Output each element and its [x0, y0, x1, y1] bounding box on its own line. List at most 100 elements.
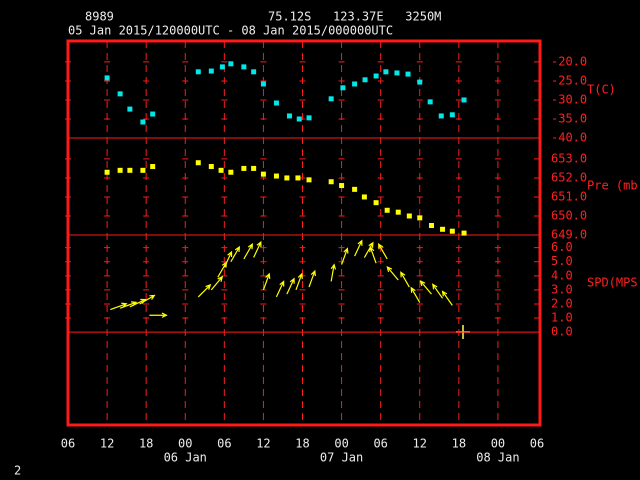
data-point	[241, 64, 247, 70]
data-point	[373, 73, 379, 79]
y-tick-label: 3.0	[551, 282, 573, 296]
data-point	[260, 171, 266, 177]
y-tick-label: 1.0	[551, 311, 573, 325]
wind-arrow	[243, 243, 254, 260]
data-point	[438, 113, 444, 119]
data-point	[260, 81, 266, 87]
y-tick-label: -40.0	[551, 131, 587, 145]
data-point	[306, 177, 312, 183]
wind-arrow	[262, 272, 271, 291]
wind-arrow	[341, 247, 349, 265]
data-point	[306, 115, 312, 121]
y-tick-label: -20.0	[551, 54, 587, 68]
y-tick-label: -35.0	[551, 111, 587, 125]
data-point	[296, 116, 302, 122]
panel-label: SPD(MPS)	[587, 276, 640, 290]
wind-arrow	[432, 283, 444, 299]
data-point	[449, 112, 455, 118]
data-point	[295, 175, 301, 181]
station-location: 75.12S 123.37E 3250M	[268, 10, 441, 24]
wind-arrow	[330, 263, 337, 282]
x-tick-label: 12	[413, 437, 427, 451]
day-label: 06 Jan	[164, 451, 207, 465]
x-tick-label: 00	[491, 437, 505, 451]
data-point	[427, 99, 433, 105]
data-point	[362, 77, 368, 83]
data-point	[405, 71, 411, 77]
data-point	[218, 167, 224, 173]
x-tick-label: 06	[61, 437, 75, 451]
data-point	[117, 167, 123, 173]
data-point	[195, 69, 201, 75]
data-point	[228, 169, 234, 175]
data-point	[208, 164, 214, 170]
data-point	[284, 175, 290, 181]
wind-arrow	[369, 245, 377, 264]
wind-arrow	[230, 245, 241, 263]
wind-arrow	[295, 272, 303, 291]
y-tick-label: 650.0	[551, 208, 587, 222]
data-point	[241, 165, 247, 171]
y-tick-label: 649.0	[551, 228, 587, 242]
x-tick-label: 18	[295, 437, 309, 451]
data-point	[440, 226, 446, 232]
wind-arrow	[441, 290, 453, 306]
data-point	[428, 222, 434, 228]
data-point	[461, 97, 467, 103]
day-label: 08 Jan	[476, 451, 519, 465]
wind-arrow	[386, 265, 399, 281]
data-point	[383, 69, 389, 75]
wind-arrow	[419, 280, 432, 295]
wind-arrow	[354, 239, 363, 257]
panel-label: T(C)	[587, 83, 616, 97]
wind-arrow	[197, 283, 212, 298]
y-tick-label: -30.0	[551, 92, 587, 106]
data-point	[127, 106, 133, 112]
x-tick-label: 18	[452, 437, 466, 451]
data-point	[406, 213, 412, 219]
plot-frame	[66, 39, 542, 427]
x-tick-label: 06	[373, 437, 387, 451]
data-point	[273, 100, 279, 106]
y-tick-label: 0.0	[551, 325, 573, 339]
x-tick-label: 00	[334, 437, 348, 451]
wind-arrow	[223, 250, 233, 268]
wind-arrow	[149, 312, 168, 318]
data-point	[461, 230, 467, 236]
time-period: 05 Jan 2015/120000UTC - 08 Jan 2015/0000…	[68, 24, 393, 38]
data-point	[104, 75, 110, 81]
data-point	[361, 194, 367, 200]
data-point	[150, 164, 156, 170]
data-point	[449, 228, 455, 234]
data-point	[395, 209, 401, 215]
data-point	[352, 81, 358, 87]
data-point	[219, 64, 225, 70]
data-point	[340, 85, 346, 91]
wind-arrow	[210, 275, 224, 291]
data-point	[273, 173, 279, 179]
data-point	[117, 91, 123, 97]
y-tick-label: 5.0	[551, 254, 573, 268]
wind-arrow	[308, 269, 316, 288]
data-point	[208, 68, 214, 74]
wind-arrow	[377, 243, 388, 260]
x-tick-label: 00	[178, 437, 192, 451]
data-point	[140, 119, 146, 125]
page-number: 2	[14, 464, 21, 478]
data-point	[417, 215, 423, 221]
data-point	[352, 186, 358, 192]
data-point	[195, 160, 201, 166]
data-point	[140, 167, 146, 173]
data-point	[127, 167, 133, 173]
data-point	[394, 70, 400, 76]
station-id: 8989	[85, 10, 114, 24]
data-point	[373, 200, 379, 206]
y-tick-label: 4.0	[551, 268, 573, 282]
y-tick-label: 653.0	[551, 151, 587, 165]
y-tick-label: 2.0	[551, 296, 573, 310]
x-tick-label: 18	[139, 437, 153, 451]
data-point	[251, 69, 257, 75]
data-point	[328, 96, 334, 102]
wind-arrow	[410, 286, 421, 303]
